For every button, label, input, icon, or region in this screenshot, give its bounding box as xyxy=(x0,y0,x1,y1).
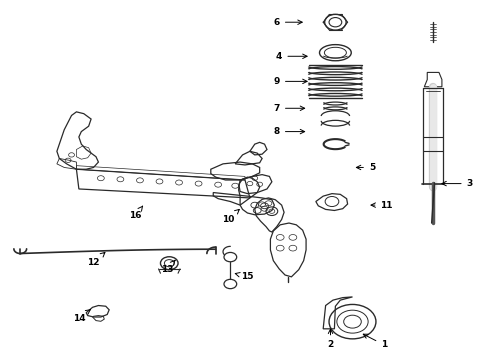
Text: 13: 13 xyxy=(161,260,175,274)
Text: 10: 10 xyxy=(221,210,239,224)
Text: 6: 6 xyxy=(273,18,302,27)
Text: 7: 7 xyxy=(273,104,305,113)
Text: 12: 12 xyxy=(87,252,105,267)
Text: 5: 5 xyxy=(356,163,375,172)
Text: 16: 16 xyxy=(129,206,143,220)
Text: 15: 15 xyxy=(235,272,254,281)
Text: 2: 2 xyxy=(327,329,334,350)
Text: 1: 1 xyxy=(363,334,388,350)
Text: 8: 8 xyxy=(273,127,305,136)
Text: 4: 4 xyxy=(276,52,307,61)
Text: 11: 11 xyxy=(371,201,393,210)
Text: 9: 9 xyxy=(273,77,307,86)
Text: 14: 14 xyxy=(73,310,91,323)
Text: 3: 3 xyxy=(442,179,473,188)
